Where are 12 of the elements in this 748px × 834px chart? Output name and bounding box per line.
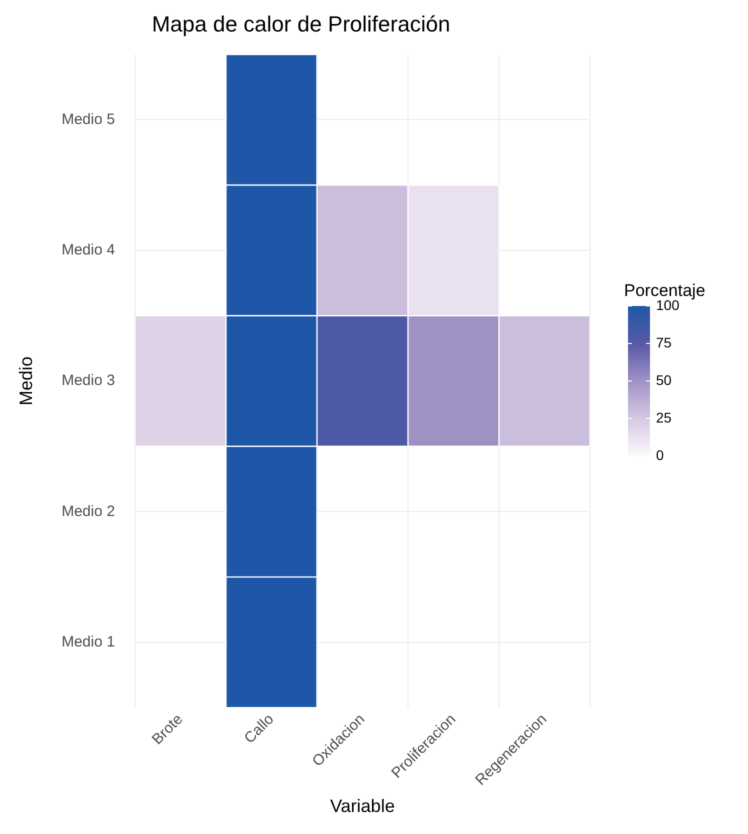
color-bar-label: 50	[656, 372, 672, 388]
y-axis-title: Medio	[16, 356, 36, 406]
y-tick-label: Medio 2	[62, 502, 115, 520]
color-bar-label: 0	[656, 446, 664, 463]
y-tick-label: Medio 3	[62, 372, 115, 390]
color-bar-label: 25	[656, 409, 672, 426]
chart-title: Mapa de calor de Proliferación	[152, 11, 450, 36]
y-tick-label: Medio 1	[62, 633, 115, 650]
color-bar-label: 75	[656, 334, 672, 350]
y-tick-label: Medio 4	[62, 242, 115, 259]
x-axis-title: Variable	[330, 796, 395, 816]
y-tick-label: Medio 5	[62, 110, 115, 128]
